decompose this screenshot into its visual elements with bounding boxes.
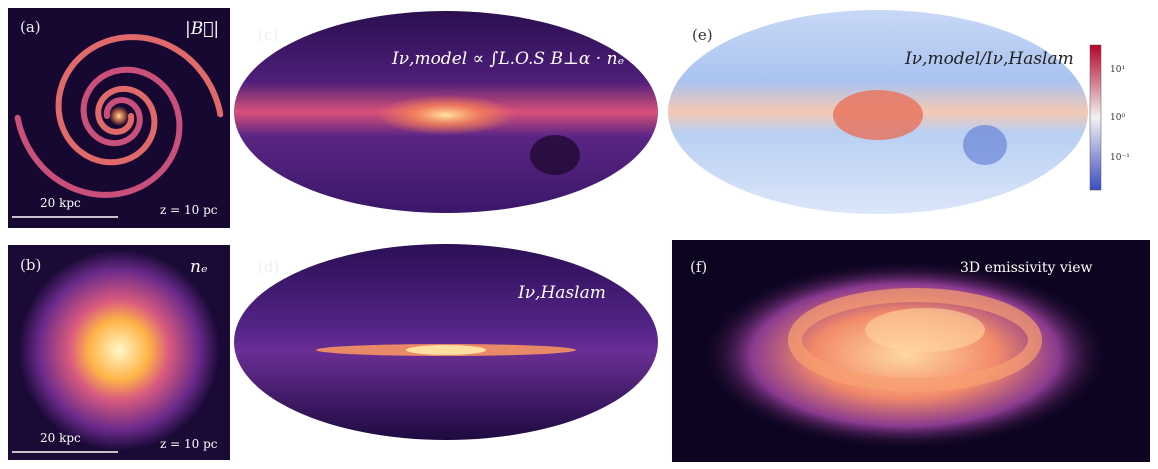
panel-title: Iν,model/Iν,Haslam bbox=[904, 49, 1074, 69]
panel-label: (a) bbox=[20, 18, 41, 36]
depth-label: z = 10 pc bbox=[160, 437, 218, 451]
scale-label: 20 kpc bbox=[40, 431, 81, 445]
panel-title: 3D emissivity view bbox=[960, 260, 1093, 276]
center-excess bbox=[833, 90, 923, 140]
panel-title: Iν,Haslam bbox=[517, 283, 606, 303]
depth-label: z = 10 pc bbox=[160, 203, 218, 217]
panel-title: nₑ bbox=[190, 257, 208, 277]
colorbar-tick: 10⁻¹ bbox=[1110, 153, 1130, 163]
panel-label: (b) bbox=[20, 256, 41, 274]
panel-title: Iν,model ∝ ∫L.O.S B⊥α · nₑ bbox=[391, 49, 624, 69]
bulge bbox=[865, 308, 985, 352]
figure: (a) |B⃗| 20 kpc z = 10 pc (b) nₑ 20 kpc … bbox=[0, 0, 1158, 465]
density-blob bbox=[19, 250, 219, 450]
dark-region bbox=[530, 135, 580, 175]
galactic-center bbox=[406, 345, 486, 355]
scale-label: 20 kpc bbox=[40, 196, 81, 210]
panel-label: (f) bbox=[690, 258, 707, 276]
core bbox=[109, 106, 129, 126]
deficit-region bbox=[963, 125, 1007, 165]
panel-label: (e) bbox=[692, 26, 713, 44]
galactic-center bbox=[376, 95, 516, 135]
panel-label: (c) bbox=[258, 26, 278, 44]
colorbar-tick: 10¹ bbox=[1110, 65, 1125, 75]
colorbar-tick: 10⁰ bbox=[1110, 113, 1125, 123]
panel-label: (d) bbox=[258, 258, 279, 276]
colorbar bbox=[1090, 45, 1101, 190]
sky-map-haslam bbox=[234, 244, 658, 440]
panel-title: |B⃗| bbox=[185, 19, 219, 39]
